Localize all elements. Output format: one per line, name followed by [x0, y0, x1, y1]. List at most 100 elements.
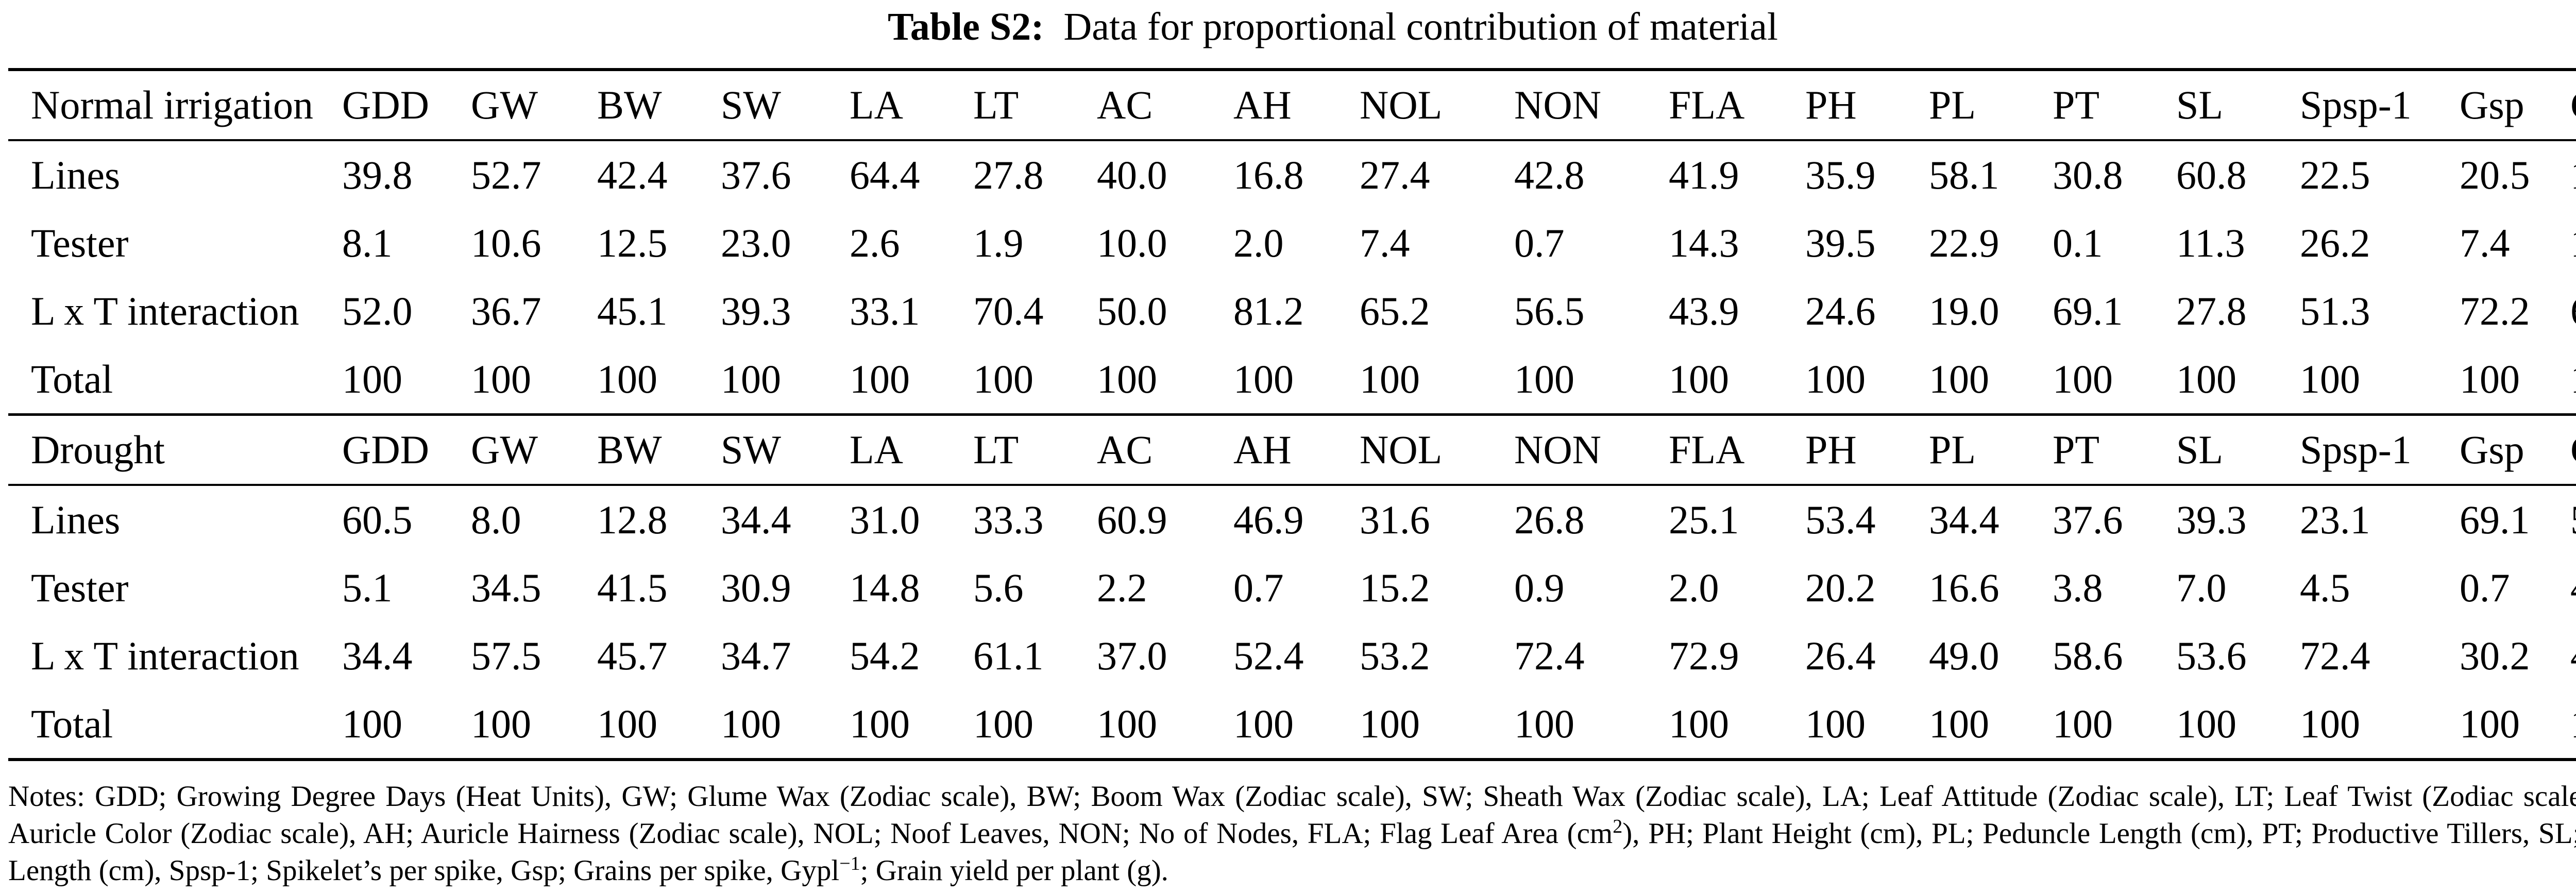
- table-cell: 60.5: [342, 497, 413, 542]
- table-cell: 15.2: [1360, 565, 1430, 610]
- table-cell: 100: [583, 690, 706, 761]
- table-cell: 45.7: [597, 633, 668, 678]
- table-cell: 4.1: [2556, 554, 2576, 622]
- section-header-row: Drought GDD GW BW SW LA LT AC AH NOL NON FLA PH PL PT S…: [8, 413, 2576, 486]
- table-cell: 100: [2556, 345, 2576, 415]
- table-cell: 33.3: [973, 497, 1044, 542]
- table-cell: 100: [1345, 690, 1500, 761]
- table-cell: 42.8: [1514, 153, 1585, 197]
- column-header: SW: [706, 413, 835, 486]
- table-cell: 100: [1082, 690, 1219, 761]
- column-header: LA: [835, 413, 959, 486]
- table-cell: 2.0: [1669, 565, 1719, 610]
- table-cell: 100: [2162, 690, 2285, 761]
- table-cell: 16.8: [1233, 153, 1304, 197]
- table-cell: 36.7: [471, 289, 541, 333]
- table-cell: 100: [835, 690, 959, 761]
- section-name: Normal irrigation: [8, 68, 328, 141]
- table-cell: 100: [1805, 357, 1866, 401]
- column-header: FLA: [1654, 68, 1791, 141]
- table-cell: 69.1: [2053, 289, 2123, 333]
- table-cell: 60.8: [2176, 153, 2247, 197]
- table-body: Normal irrigation GDD GW BW SW LA LT AC AH NOL NON…: [8, 68, 2576, 761]
- table-row: Lines 39.8 52.7 42.4 37.6 64.4 27.8 40.0 16.8 27.…: [8, 140, 2576, 209]
- table-cell: 37.6: [2053, 497, 2123, 542]
- table-cell: 40.4: [2556, 622, 2576, 690]
- table-cell: 7.4: [1360, 221, 1410, 265]
- table-row: Lines 60.5 8.0 12.8 34.4 31.0 33.3 60.9 46.9 31.6…: [8, 485, 2576, 554]
- table-cell: 69.1: [2460, 497, 2530, 542]
- table-cell: 100: [2176, 357, 2236, 401]
- table-notes: Notes: GDD; Growing Degree Days (Heat Un…: [8, 778, 2576, 889]
- table-cell: 41.9: [1669, 153, 1739, 197]
- column-header: Gsp: [2445, 68, 2556, 141]
- table-cell: 100: [1360, 357, 1420, 401]
- table-cell: 58.6: [2053, 633, 2123, 678]
- table-cell: 56.5: [1514, 289, 1585, 333]
- table-cell: 51.3: [2300, 289, 2370, 333]
- table-cell: 10.0: [1097, 221, 1167, 265]
- table-cell: 26.2: [2300, 221, 2370, 265]
- table-cell: 2.6: [850, 221, 900, 265]
- table-cell: 7.0: [2176, 565, 2227, 610]
- table-cell: 46.9: [1233, 497, 1304, 542]
- row-label: Total: [31, 357, 113, 401]
- column-header: PT: [2038, 413, 2162, 486]
- table-cell: 1.9: [973, 221, 1024, 265]
- table-cell: 12.8: [597, 497, 668, 542]
- table-cell: 2.0: [1233, 221, 1284, 265]
- table-cell: 53.2: [1360, 633, 1430, 678]
- table-cell: 14.8: [850, 565, 920, 610]
- table-cell: 53.6: [2176, 633, 2247, 678]
- table-cell: 42.4: [597, 153, 668, 197]
- column-header: AH: [1219, 68, 1345, 141]
- table-cell: 22.9: [1929, 221, 1999, 265]
- table-cell: 52.7: [471, 153, 541, 197]
- table-cell: 30.2: [2460, 633, 2530, 678]
- table-cell: 27.8: [2176, 289, 2247, 333]
- table-cell: 8.0: [471, 497, 521, 542]
- table-cell: 100: [2556, 690, 2576, 761]
- notes-text-2: ), PH; Plant Height (cm), PL; Peduncle L…: [8, 817, 2576, 887]
- table-cell: 34.5: [471, 565, 541, 610]
- column-header: AH: [1219, 413, 1345, 486]
- row-label: L x T interaction: [31, 289, 299, 333]
- table-cell: 23.0: [721, 221, 791, 265]
- table-cell: 100: [1914, 690, 2038, 761]
- row-label: Lines: [31, 153, 121, 197]
- table-cell: 35.9: [1805, 153, 1876, 197]
- table-title: Table S2: Data for proportional contribu…: [0, 0, 2576, 53]
- table-cell: 4.5: [2300, 565, 2350, 610]
- table-cell: 20.2: [1805, 565, 1876, 610]
- table-cell: 72.2: [2460, 289, 2530, 333]
- table-cell: 100: [973, 357, 1033, 401]
- column-header: PL: [1914, 413, 2038, 486]
- table-row: L x T interaction 34.4 57.5 45.7 34.7 54.2 61.…: [8, 622, 2576, 690]
- table-cell: 0.9: [1514, 565, 1565, 610]
- table-cell: 81.2: [1233, 289, 1304, 333]
- table-cell: 100: [456, 690, 583, 761]
- table-cell: 100: [1669, 357, 1729, 401]
- table-cell: 100: [1929, 357, 1989, 401]
- table-caption: Data for proportional contribution of ma…: [1063, 5, 1778, 48]
- table-cell: 8.1: [342, 221, 393, 265]
- column-header: SL: [2162, 413, 2285, 486]
- table-cell: 100: [2038, 690, 2162, 761]
- table-cell: 34.4: [721, 497, 791, 542]
- column-header: GDD: [328, 413, 456, 486]
- table-cell: 52.4: [1233, 633, 1304, 678]
- section-header-row: Normal irrigation GDD GW BW SW LA LT AC AH NOL NON…: [8, 68, 2576, 141]
- column-header: NOL: [1345, 68, 1500, 141]
- table-cell: 34.7: [721, 633, 791, 678]
- table-row: L x T interaction 52.0 36.7 45.1 39.3 33.1 70.…: [8, 277, 2576, 345]
- table-cell: 5.1: [342, 565, 393, 610]
- notes-text-1: Notes: GDD; Growing Degree Days (Heat Un…: [8, 780, 2576, 850]
- column-header: AC: [1082, 413, 1219, 486]
- row-label: Lines: [31, 497, 121, 542]
- table-cell: 0.7: [1233, 565, 1284, 610]
- table-cell: 100: [2460, 357, 2520, 401]
- table-cell: 100: [1514, 357, 1574, 401]
- table-cell: 61.1: [973, 633, 1044, 678]
- data-table: Normal irrigation GDD GW BW SW LA LT AC AH NOL NON…: [8, 68, 2576, 761]
- table-cell: 30.8: [2053, 153, 2123, 197]
